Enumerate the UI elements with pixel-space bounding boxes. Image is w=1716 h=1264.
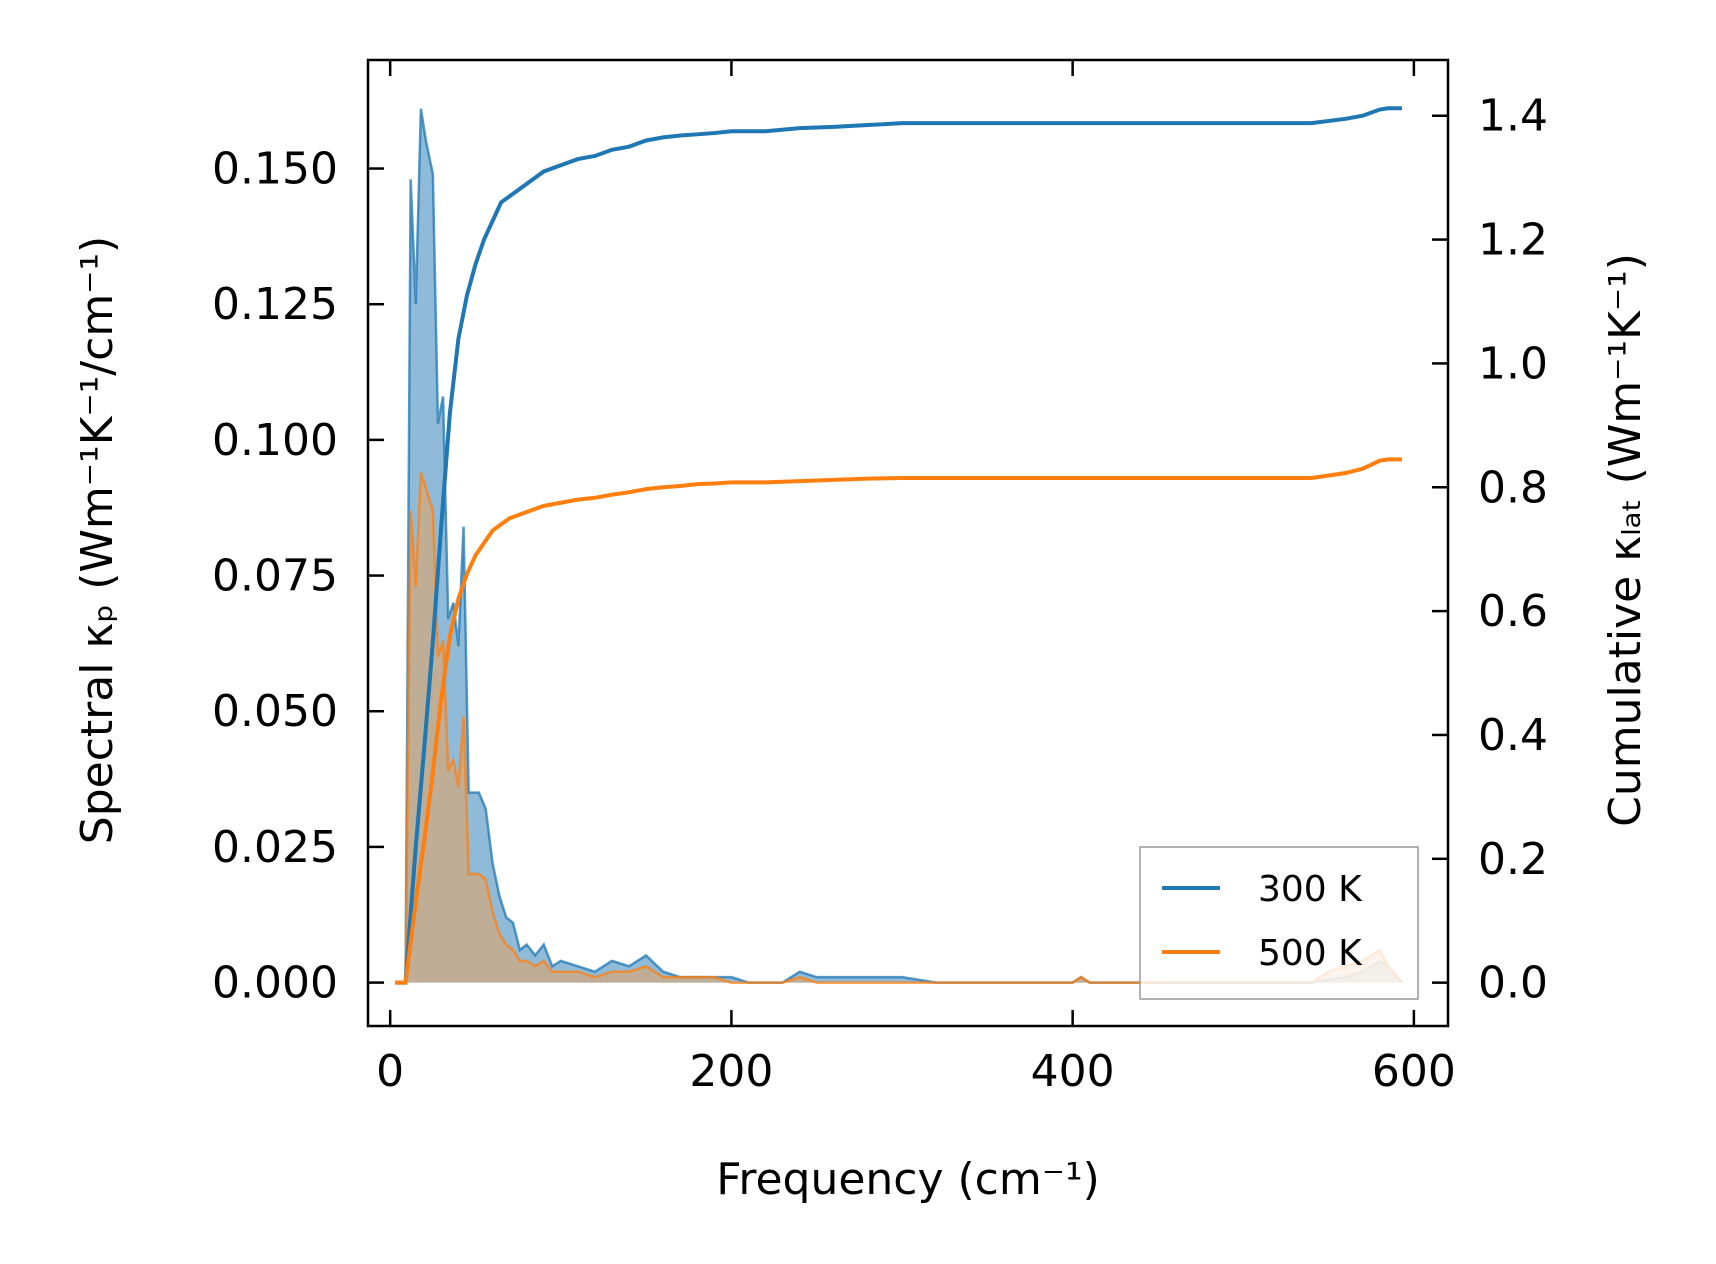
- x-axis-title: Frequency (cm⁻¹): [716, 1154, 1100, 1205]
- plot-frame: [366, 58, 1450, 1028]
- tick-layer: [368, 60, 1448, 1026]
- legend: 300 K 500 K: [1139, 846, 1419, 1000]
- y-right-tick-label: 1.0: [1478, 338, 1548, 389]
- y-left-axis-title: Spectral κₚ (Wm⁻¹K⁻¹/cm⁻¹): [72, 236, 123, 844]
- y-right-tick-label: 1.2: [1478, 215, 1548, 266]
- spectral-line-500k: [395, 472, 1403, 984]
- spectral-area-300k: [395, 108, 1402, 983]
- cumulative-line-300k: [395, 106, 1402, 985]
- y-left-tick-label: 0.075: [212, 551, 338, 602]
- x-tick-label: 400: [1031, 1046, 1115, 1097]
- legend-label-300k: 300 K: [1258, 869, 1363, 910]
- legend-label-500k: 500 K: [1258, 933, 1363, 974]
- y-left-tick-label: 0.150: [212, 144, 338, 195]
- y-left-tick-label: 0.025: [212, 822, 338, 873]
- label-layer: 0 200 400 600 0.000 0.025 0.050 0.075 0.100 0.125…: [212, 91, 1548, 1097]
- x-tick-label: 200: [689, 1046, 773, 1097]
- y-left-tick-label: 0.100: [212, 415, 338, 466]
- spectral-area-500k: [395, 472, 1402, 983]
- y-left-tick-label: 0.050: [212, 686, 338, 737]
- x-tick-label: 600: [1372, 1046, 1456, 1097]
- y-right-tick-label: 0.2: [1478, 834, 1548, 885]
- series-line-layer: [395, 106, 1402, 985]
- y-right-tick-label: 1.4: [1478, 91, 1548, 142]
- y-right-tick-label: 0.6: [1478, 586, 1548, 637]
- x-tick-label: 0: [376, 1046, 404, 1097]
- y-right-tick-label: 0.0: [1478, 958, 1548, 1009]
- y-left-tick-label: 0.000: [212, 958, 338, 1009]
- cumulative-line-500k: [395, 457, 1402, 985]
- y-right-axis-title: Cumulative κₗₐₜ (Wm⁻¹K⁻¹): [1600, 253, 1651, 827]
- y-left-tick-label: 0.125: [212, 279, 338, 330]
- y-right-tick-label: 0.8: [1478, 462, 1548, 513]
- legend-box: [1139, 846, 1419, 1000]
- y-right-tick-label: 0.4: [1478, 710, 1548, 761]
- spectral-fill-layer: [395, 108, 1403, 984]
